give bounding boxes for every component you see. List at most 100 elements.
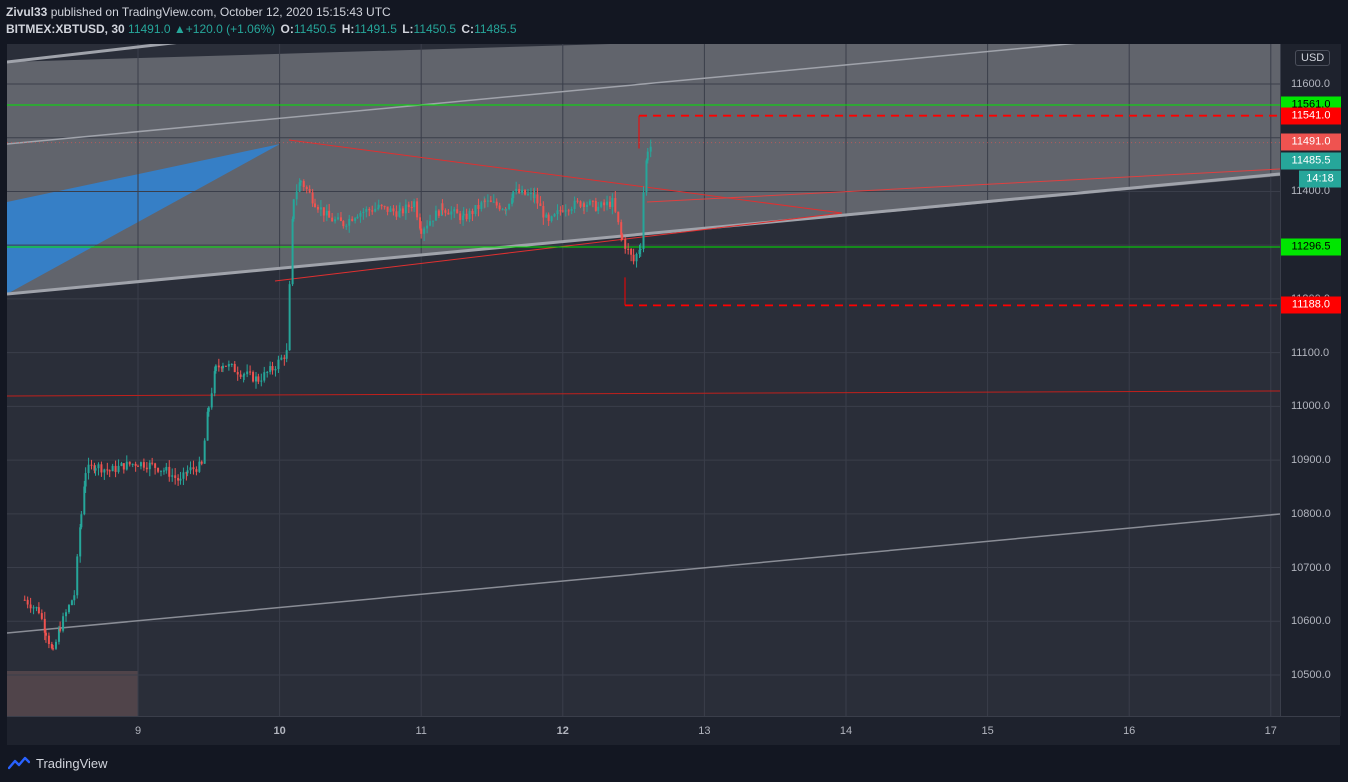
candle-body (186, 470, 189, 474)
candle-body (561, 210, 564, 212)
candle-body (76, 556, 79, 596)
candle-body (23, 599, 26, 601)
candle-body (550, 216, 553, 221)
candle-body (591, 200, 594, 202)
candle-body (122, 463, 125, 470)
candle-body (359, 213, 362, 217)
candle-body (283, 357, 286, 359)
candle-body (227, 364, 230, 367)
candle-body (635, 253, 638, 262)
trendline-top (7, 44, 177, 64)
price-chart[interactable] (7, 44, 1280, 716)
candle-body (371, 210, 374, 212)
candle-body (54, 641, 57, 649)
candle-body (84, 473, 87, 487)
candle-body (645, 160, 648, 193)
candle-body (120, 463, 123, 466)
candle-body (145, 467, 148, 470)
candle-body (377, 204, 380, 208)
symbol-label[interactable]: BITMEX:XBTUSD, 30 (6, 22, 125, 36)
author-name[interactable]: Zivul33 (6, 5, 48, 19)
candle-body (255, 376, 257, 382)
candle-body (597, 206, 600, 211)
time-tick-label: 13 (698, 725, 711, 737)
channel-shade (7, 44, 1280, 294)
candle-body (627, 248, 630, 250)
candle-body (603, 202, 606, 206)
bar-countdown-tag: 14:18 (1299, 170, 1341, 188)
candle-body (103, 469, 106, 473)
candle-body (398, 210, 401, 217)
chart-header: Zivul33 published on TradingView.com, Oc… (6, 4, 517, 44)
candle-body (73, 595, 76, 601)
candle-body (609, 201, 611, 207)
ohlc-legend: BITMEX:XBTUSD, 30 11491.0 ▲+120.0 (+1.06… (6, 21, 517, 38)
candle-body (195, 469, 198, 472)
candle-body (495, 201, 498, 206)
candle-body (447, 212, 450, 215)
candle-body (32, 607, 35, 609)
candle-body (512, 191, 515, 199)
candle-body (501, 209, 504, 211)
candle-body (420, 228, 423, 234)
candle-body (374, 208, 377, 212)
candle-body (292, 199, 295, 220)
candle-body (277, 359, 280, 370)
low-label: L: (402, 22, 414, 36)
candle-body (386, 206, 389, 212)
candle-body (192, 467, 195, 470)
time-tick-label: 15 (981, 725, 994, 737)
candle-body (40, 613, 43, 619)
close-label: C: (461, 22, 475, 36)
candle-body (453, 209, 456, 212)
candle-body (492, 201, 495, 203)
candle-body (266, 371, 269, 373)
candle-body (348, 218, 351, 226)
candle-body (246, 371, 249, 375)
candle-body (298, 182, 301, 192)
candle-body (108, 470, 111, 472)
candle-body (508, 203, 511, 210)
time-axis[interactable]: 9 10 11 12 13 14 15 16 17 (7, 716, 1340, 745)
candle-body (462, 213, 465, 216)
candle-body (114, 465, 117, 472)
candle-body (521, 189, 524, 193)
candle-body (67, 605, 70, 613)
candle-body (117, 465, 120, 472)
candle-body (249, 371, 252, 373)
low-value: 11450.5 (413, 22, 457, 36)
candle-body (57, 628, 60, 642)
candle-body (213, 371, 216, 394)
time-tick-label: 11 (415, 725, 427, 737)
candle-body (59, 628, 62, 631)
candle-body (345, 225, 348, 227)
candle-body (263, 372, 266, 381)
candle-body (236, 372, 239, 375)
chart-pane[interactable] (7, 44, 1280, 716)
candle-body (468, 210, 471, 220)
candle-body (139, 462, 142, 467)
candle-body (404, 204, 407, 214)
candle-body (564, 210, 567, 212)
candle-body (288, 284, 291, 351)
candle-body (413, 201, 416, 208)
candle-body (87, 464, 90, 474)
change-value: +120.0 (+1.06%) (185, 22, 276, 36)
candle-body (37, 607, 40, 614)
candle-body (480, 202, 483, 209)
candle-body (611, 198, 614, 207)
candle-body (220, 367, 223, 369)
candle-body (524, 189, 527, 195)
candle-body (210, 393, 213, 408)
price-tick-label: 10700.0 (1291, 561, 1331, 574)
candle-body (567, 210, 570, 212)
price-axis[interactable]: USD 11600.011500.011400.011300.011200.01… (1280, 44, 1341, 716)
candle-body (334, 219, 337, 222)
currency-label[interactable]: USD (1295, 50, 1331, 66)
candle-body (505, 209, 508, 211)
candle-body (545, 214, 548, 218)
candle-body (342, 221, 345, 227)
candle-body (257, 376, 260, 382)
candle-body (477, 205, 480, 209)
price-tick-label: 10900.0 (1291, 454, 1331, 467)
